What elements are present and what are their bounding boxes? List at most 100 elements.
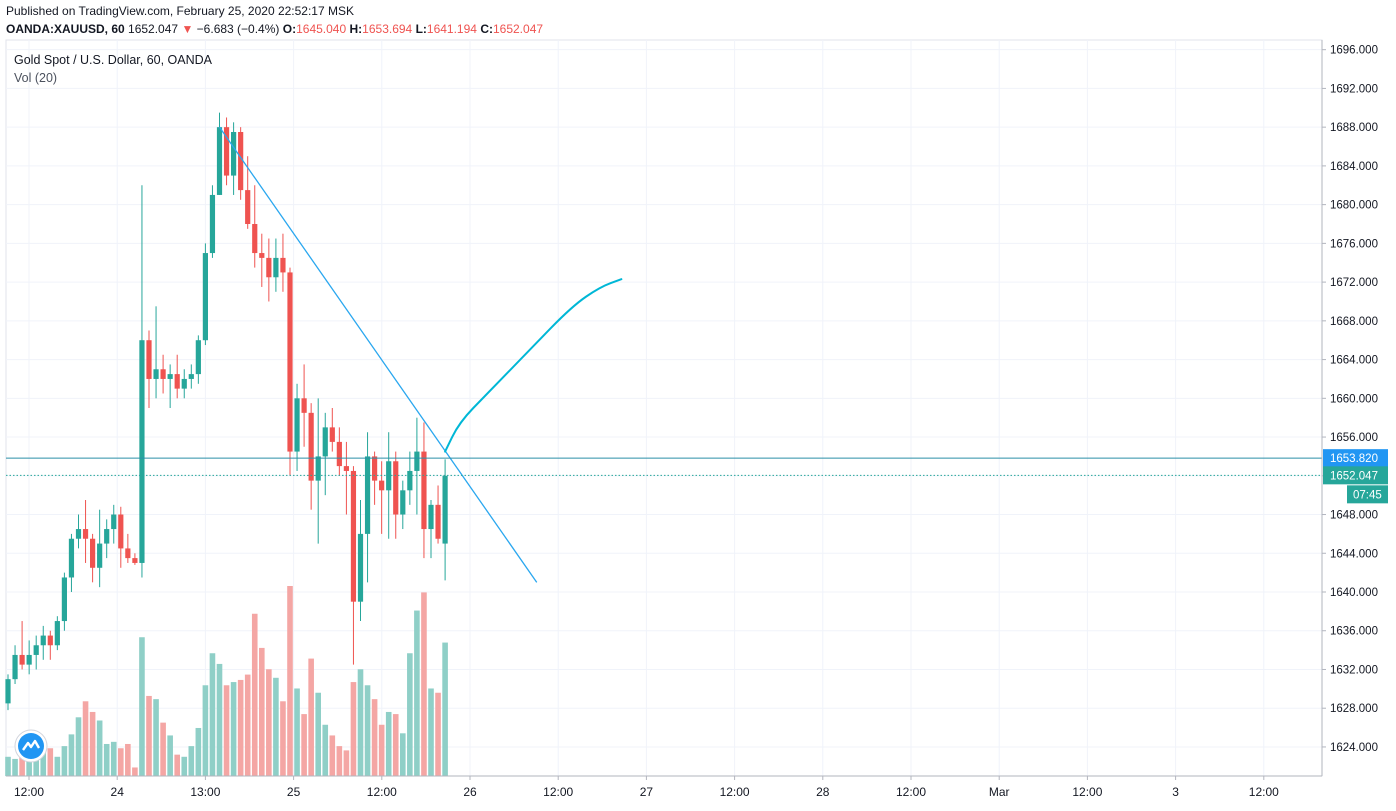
volume-bar [266,669,272,776]
candle[interactable] [414,417,420,515]
drawings[interactable] [218,126,623,583]
price-tick-label: 1672.000 [1330,277,1378,289]
candle[interactable] [223,117,230,186]
candle[interactable] [146,330,152,408]
candle[interactable] [132,553,138,565]
candle[interactable] [393,451,399,539]
candle[interactable] [26,640,32,675]
candle[interactable] [160,354,166,394]
candle-body [33,645,39,655]
volume-bar [26,753,32,776]
candle[interactable] [336,427,342,476]
candle[interactable] [400,480,406,530]
candle[interactable] [47,630,53,660]
candle-body [181,378,187,389]
chart-legend-title[interactable]: Gold Spot / U.S. Dollar, 60, OANDA [14,53,212,67]
candle-body [393,461,399,515]
candle[interactable] [33,635,39,670]
published-caption: Published on TradingView.com, February 2… [6,4,354,18]
candle[interactable] [75,514,82,549]
candle[interactable] [301,364,307,447]
volume-bar [308,658,314,776]
price-tick-label: 1636.000 [1330,626,1378,638]
volume-legend[interactable]: Vol (20) [14,71,58,85]
candle[interactable] [238,127,244,200]
candle[interactable] [174,354,180,399]
volume-bar [181,756,188,776]
candle[interactable] [407,451,413,505]
candle[interactable] [252,185,258,268]
candle[interactable] [111,504,117,544]
candle[interactable] [379,461,385,534]
candle[interactable] [153,306,159,399]
volume-bar [315,692,321,776]
candle[interactable] [125,533,131,563]
candle[interactable] [280,233,286,292]
candle[interactable] [61,572,67,631]
volume-bar [385,711,392,776]
candle[interactable] [12,645,18,684]
volume-bar [428,688,434,776]
candle[interactable] [308,403,314,510]
candle[interactable] [104,519,110,559]
candle[interactable] [273,238,279,292]
volume-bar [273,677,279,776]
candle[interactable] [372,451,378,505]
candle[interactable] [343,441,349,515]
candle-body [90,538,96,568]
candle[interactable] [82,500,89,563]
candle[interactable] [167,364,173,408]
tradingview-logo-icon[interactable] [14,729,48,763]
candle[interactable] [97,509,103,588]
volume-bar [160,722,166,776]
volume-bar [89,711,96,776]
candle[interactable] [428,500,434,559]
candle-body [202,253,208,341]
trend-line[interactable] [218,126,538,583]
symbol-label[interactable]: OANDA:XAUUSD, 60 [6,22,125,36]
candle[interactable] [231,122,237,195]
candle-body [301,398,307,413]
volume-bar [442,642,448,776]
candle[interactable] [322,412,328,496]
candle[interactable] [350,466,357,665]
volume-bar [188,746,195,776]
candle[interactable] [181,369,187,399]
candle[interactable] [329,408,335,452]
candle[interactable] [287,267,293,476]
volume-bar [230,682,237,776]
candle[interactable] [202,243,208,346]
candle[interactable] [421,422,427,559]
candle[interactable] [19,621,25,670]
candle[interactable] [216,112,223,195]
countdown-label: 07:45 [1353,489,1382,501]
candle[interactable] [357,500,364,622]
projection-path[interactable] [444,278,623,453]
plot-area-border [5,39,1323,777]
candle[interactable] [118,506,124,568]
candle[interactable] [54,616,60,651]
candle[interactable] [294,383,300,471]
candle[interactable] [364,432,371,583]
volume-bar [54,756,61,776]
volume-bar [357,669,364,776]
candle[interactable] [195,335,201,384]
candle[interactable] [435,485,441,544]
candle[interactable] [90,533,96,583]
candle[interactable] [40,625,46,660]
candle[interactable] [209,185,216,258]
candle[interactable] [139,185,145,578]
price-tick-label: 1624.000 [1330,742,1378,754]
candle[interactable] [442,459,448,581]
time-axis[interactable]: 12:00 24 13:00 25 12:00 26 12:00 27 12:00 28 12:00… [14,776,1279,799]
candle-body [238,132,244,191]
candle[interactable] [266,238,272,302]
candle[interactable] [68,533,75,592]
price-axis[interactable]: 1696.000 1692.000 1688.000 1684.000 1680.000… [1322,45,1378,754]
candle[interactable] [188,364,194,389]
candle[interactable] [259,233,265,287]
candle[interactable] [5,674,11,711]
candle[interactable] [315,398,321,544]
candle-body [209,194,216,254]
